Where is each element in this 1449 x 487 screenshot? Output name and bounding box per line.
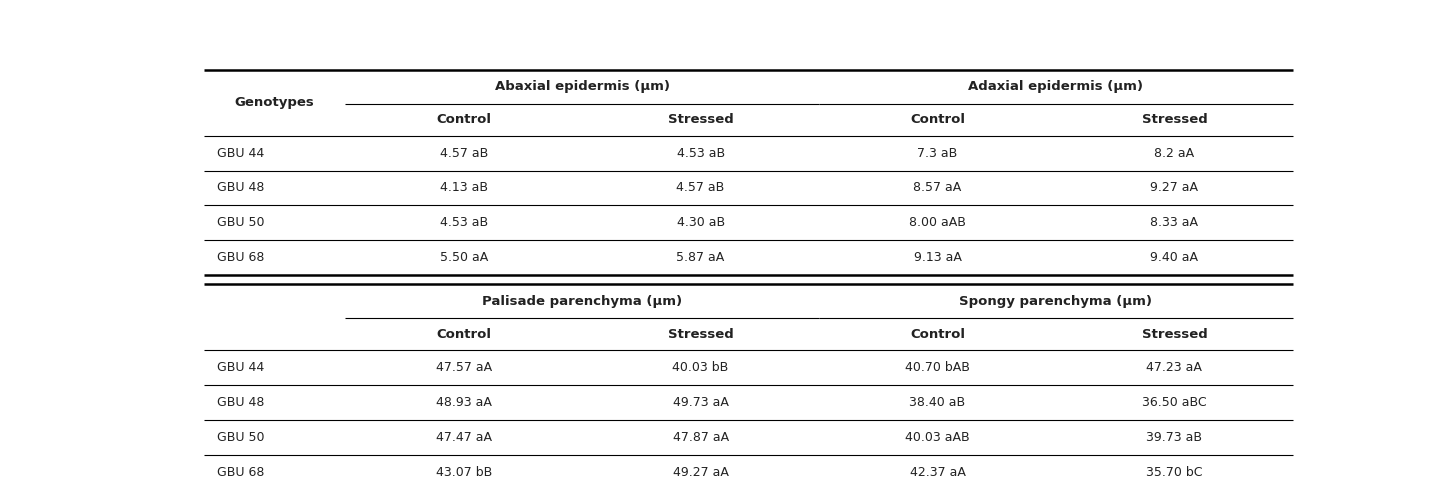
Text: 5.50 aA: 5.50 aA: [439, 251, 488, 264]
Text: 8.33 aA: 8.33 aA: [1151, 216, 1198, 229]
Text: 47.23 aA: 47.23 aA: [1146, 361, 1203, 374]
Text: Abaxial epidermis (μm): Abaxial epidermis (μm): [494, 80, 669, 93]
Text: Stressed: Stressed: [1142, 113, 1207, 126]
Text: 9.27 aA: 9.27 aA: [1151, 182, 1198, 194]
Text: GBU 48: GBU 48: [217, 396, 264, 409]
Text: Control: Control: [910, 328, 965, 340]
Text: 7.3 aB: 7.3 aB: [917, 147, 958, 160]
Text: 4.57 aB: 4.57 aB: [439, 147, 488, 160]
Text: GBU 50: GBU 50: [217, 431, 265, 444]
Text: 40.03 aAB: 40.03 aAB: [906, 431, 969, 444]
Text: 35.70 bC: 35.70 bC: [1146, 466, 1203, 479]
Text: 5.87 aA: 5.87 aA: [677, 251, 724, 264]
Text: 47.57 aA: 47.57 aA: [436, 361, 491, 374]
Text: Spongy parenchyma (μm): Spongy parenchyma (μm): [959, 295, 1152, 308]
Text: 9.13 aA: 9.13 aA: [913, 251, 962, 264]
Text: Stressed: Stressed: [1142, 328, 1207, 340]
Text: 8.00 aAB: 8.00 aAB: [909, 216, 966, 229]
Text: GBU 44: GBU 44: [217, 147, 264, 160]
Text: GBU 68: GBU 68: [217, 251, 264, 264]
Text: Stressed: Stressed: [668, 113, 733, 126]
Text: GBU 68: GBU 68: [217, 466, 264, 479]
Text: GBU 48: GBU 48: [217, 182, 264, 194]
Text: 39.73 aB: 39.73 aB: [1146, 431, 1203, 444]
Text: 40.70 bAB: 40.70 bAB: [906, 361, 969, 374]
Text: Genotypes: Genotypes: [235, 96, 314, 109]
Text: Palisade parenchyma (μm): Palisade parenchyma (μm): [483, 295, 682, 308]
Text: 48.93 aA: 48.93 aA: [436, 396, 491, 409]
Text: 49.73 aA: 49.73 aA: [672, 396, 729, 409]
Text: Control: Control: [436, 328, 491, 340]
Text: Stressed: Stressed: [668, 328, 733, 340]
Text: 4.30 aB: 4.30 aB: [677, 216, 724, 229]
Text: 38.40 aB: 38.40 aB: [910, 396, 965, 409]
Text: 4.13 aB: 4.13 aB: [439, 182, 488, 194]
Text: 42.37 aA: 42.37 aA: [910, 466, 965, 479]
Text: 40.03 bB: 40.03 bB: [672, 361, 729, 374]
Text: 4.57 aB: 4.57 aB: [677, 182, 724, 194]
Text: 8.2 aA: 8.2 aA: [1155, 147, 1194, 160]
Text: 4.53 aB: 4.53 aB: [677, 147, 724, 160]
Text: 36.50 aBC: 36.50 aBC: [1142, 396, 1207, 409]
Text: Control: Control: [436, 113, 491, 126]
Text: GBU 50: GBU 50: [217, 216, 265, 229]
Text: 4.53 aB: 4.53 aB: [439, 216, 488, 229]
Text: 8.57 aA: 8.57 aA: [913, 182, 962, 194]
Text: Adaxial epidermis (μm): Adaxial epidermis (μm): [968, 80, 1143, 93]
Text: 49.27 aA: 49.27 aA: [672, 466, 729, 479]
Text: GBU 44: GBU 44: [217, 361, 264, 374]
Text: 9.40 aA: 9.40 aA: [1151, 251, 1198, 264]
Text: 43.07 bB: 43.07 bB: [436, 466, 491, 479]
Text: Control: Control: [910, 113, 965, 126]
Text: 47.47 aA: 47.47 aA: [436, 431, 491, 444]
Text: 47.87 aA: 47.87 aA: [672, 431, 729, 444]
